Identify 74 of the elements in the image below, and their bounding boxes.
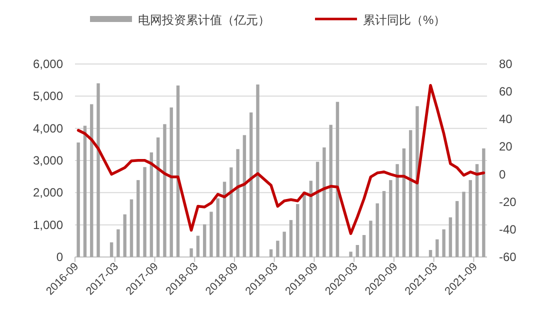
bar [190,248,193,257]
bar [289,220,293,257]
y2-tick-label: -60 [499,250,517,264]
y-tick-label: 4,000 [32,121,64,136]
bar [416,106,419,257]
bar [468,180,472,257]
bar [116,229,120,257]
legend-label: 电网投资累计值（亿元） [138,13,270,27]
bar [256,84,260,257]
y-tick-label: 3,000 [32,154,64,168]
bar [210,212,213,257]
y-tick-label: 2,000 [32,186,64,200]
bar [170,107,173,257]
bar [269,249,273,257]
y2-tick-label: 60 [499,84,513,99]
bar [202,224,206,257]
y2-tick-label: 40 [499,112,513,126]
bar [130,199,134,257]
bar [455,201,459,257]
bar [123,214,126,257]
bar [196,236,200,257]
bar [316,162,320,257]
y-tick-label: 6,000 [32,57,64,71]
y-tick-label: 1,000 [32,218,64,232]
bar [230,167,233,257]
bar [442,229,446,257]
y2-tick-label: -20 [499,194,517,209]
bar [396,164,399,257]
line-series [76,84,486,235]
bar [436,239,439,257]
bar [163,124,166,257]
bar [90,104,94,257]
y-tick-label: 5,000 [32,89,64,104]
bar [296,204,300,257]
y2-tick-label: 80 [499,57,513,71]
bar [143,167,146,257]
bar [356,245,360,257]
bar [242,135,246,257]
bar [83,126,87,257]
bar [408,130,412,257]
bar [302,192,306,257]
bar [336,102,340,257]
bar [136,180,140,257]
y2-tick-label: 0 [499,167,506,182]
y2-tick-label: -40 [499,222,517,236]
bar [428,250,432,257]
y2-tick-label: 20 [499,140,513,154]
bar [282,232,286,257]
bar [382,191,386,257]
legend-label: 累计同比（%） [363,13,446,27]
bar [309,180,313,257]
bar [110,242,114,257]
bar [448,217,452,257]
bar [369,220,372,257]
y-tick-label: 0 [56,250,64,264]
bar [249,112,253,257]
bar [176,85,180,257]
bar [150,152,154,257]
bar [156,137,160,257]
bar [96,83,100,257]
bar [475,164,479,257]
bar [362,235,366,257]
bar [329,124,332,257]
bar [482,148,486,257]
bar [76,142,80,257]
bar [389,180,392,257]
bar [402,148,406,257]
bar [349,252,352,257]
bar [236,149,240,257]
bar [462,192,466,257]
bar [322,147,326,257]
bar [216,198,220,257]
bar [276,240,280,257]
bar [376,203,379,257]
